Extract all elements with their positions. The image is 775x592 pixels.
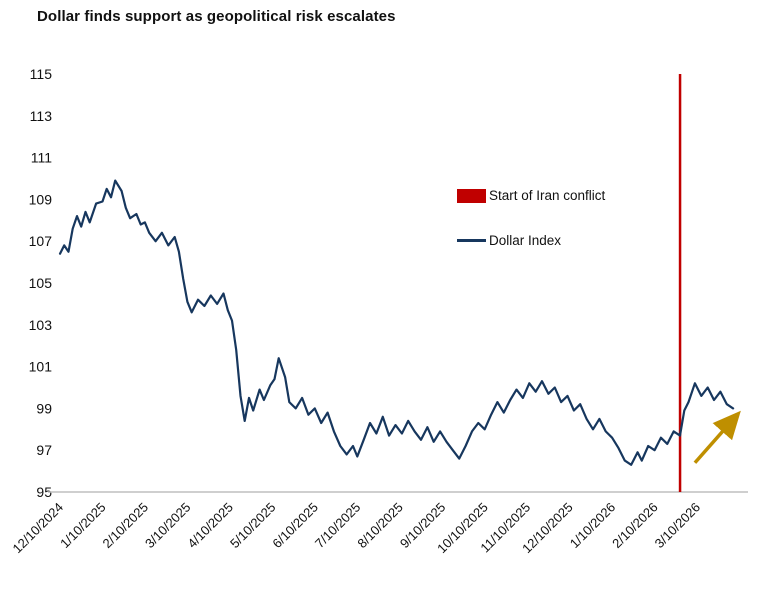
x-axis-tick-label: 5/10/2025 xyxy=(227,500,279,552)
x-axis-tick-label: 1/10/2026 xyxy=(567,500,619,552)
y-axis-tick-label: 105 xyxy=(29,275,53,291)
y-axis-tick-label: 97 xyxy=(36,442,52,458)
x-axis-tick-label: 4/10/2025 xyxy=(184,500,236,552)
legend-swatch-navy-line xyxy=(457,239,486,242)
x-axis-tick-label: 3/10/2026 xyxy=(652,500,704,552)
y-axis-tick-label: 107 xyxy=(29,233,53,249)
y-axis-tick-label: 109 xyxy=(29,191,53,207)
x-axis-tick-label: 3/10/2025 xyxy=(142,500,194,552)
dollar-index-line xyxy=(58,179,735,466)
x-axis-tick-label: 2/10/2026 xyxy=(609,500,661,552)
y-axis-tick-label: 111 xyxy=(31,150,52,166)
legend: Start of Iran conflict Dollar Index xyxy=(457,188,605,248)
legend-item-iran-conflict: Start of Iran conflict xyxy=(457,188,605,203)
x-axis-tick-label: 2/10/2025 xyxy=(100,500,152,552)
y-axis-tick-label: 113 xyxy=(30,108,53,124)
y-axis-tick-label: 115 xyxy=(30,66,53,82)
x-axis-tick-label: 7/10/2025 xyxy=(312,500,364,552)
y-axis-tick-label: 103 xyxy=(29,317,53,333)
y-axis-tick-label: 95 xyxy=(36,484,52,500)
chart-title: Dollar finds support as geopolitical ris… xyxy=(37,8,396,25)
trend-up-arrow xyxy=(693,410,741,464)
legend-label-dollar-index: Dollar Index xyxy=(489,233,562,248)
x-axis-tick-label: 12/10/2024 xyxy=(9,500,66,557)
y-axis-tick-label: 101 xyxy=(29,359,53,375)
x-axis-tick-label: 1/10/2025 xyxy=(57,500,109,552)
legend-label-iran-conflict: Start of Iran conflict xyxy=(489,188,606,203)
x-axis-tick-label: 8/10/2025 xyxy=(354,500,406,552)
x-axis-tick-label: 6/10/2025 xyxy=(269,500,321,552)
y-axis-tick-label: 99 xyxy=(36,400,52,416)
legend-swatch-red-rect xyxy=(457,188,486,203)
legend-item-dollar-index: Dollar Index xyxy=(457,233,605,248)
